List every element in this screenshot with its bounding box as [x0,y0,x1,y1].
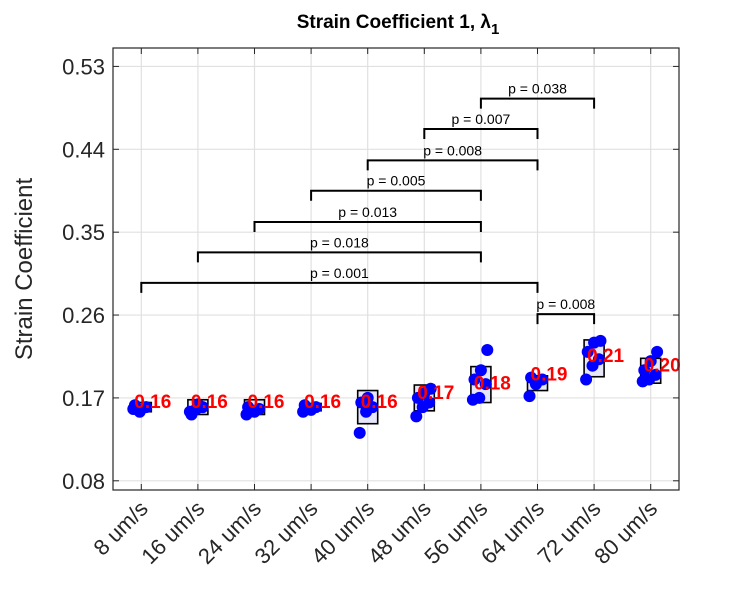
data-point [410,410,423,423]
x-tick-label: 80 um/s [589,496,662,569]
data-point [366,401,379,414]
data-point [479,378,492,391]
data-point [361,391,374,404]
chart-title-main: Strain Coefficient 1, λ [297,12,492,33]
p-value-label: p = 0.005 [367,173,426,189]
data-point [592,353,605,366]
p-value-label: p = 0.008 [536,296,595,312]
data-point [248,405,261,418]
p-value-label: p = 0.008 [423,142,482,158]
p-value-label: p = 0.001 [310,265,369,281]
data-point [353,426,366,439]
data-point [649,368,662,381]
chart-title-subscript: 1 [491,21,499,38]
data-point [474,364,487,377]
p-value-label: p = 0.018 [310,234,369,250]
significance-bracket [196,251,482,263]
p-value-label: p = 0.038 [508,81,567,97]
data-point [305,403,318,416]
y-tick-label: 0.08 [62,469,105,494]
y-axis-label: Strain Coefficient [11,178,38,361]
data-point [424,382,437,395]
data-point [580,373,593,386]
mean-label: 0.17 [417,383,454,404]
mean-label: 0.20 [644,355,681,376]
data-point [525,371,538,384]
data-point [468,373,481,386]
significance-bracket [536,313,596,325]
p-value-label: p = 0.013 [338,204,397,220]
data-point [473,391,486,404]
data-point [423,396,436,409]
significance-bracket [140,281,539,293]
mean-labels: 0.16 0.16 0.16 0.16 0.16 0.17 0.18 0.19 0.21 0.20 [134,346,680,413]
significance-bracket [479,97,596,109]
chart-title: Strain Coefficient 1, λ1 [297,12,500,38]
data-point [638,364,651,377]
mean-label: 0.21 [587,346,624,367]
data-point [191,398,204,411]
y-tick-labels: 0.08 0.17 0.26 0.35 0.44 0.53 [62,54,679,494]
data-point [651,345,664,358]
mean-label: 0.16 [248,392,285,413]
y-tick-label: 0.35 [62,220,105,245]
data-point [644,355,657,368]
y-tick-label: 0.53 [62,54,105,79]
grid-lines [113,48,679,490]
significance-bracket [423,128,539,140]
axes-frame [112,47,680,491]
data-point [185,408,198,421]
data-point [536,373,549,386]
mean-label: 0.19 [531,365,568,386]
data-point [594,334,607,347]
y-tick-label: 0.44 [62,137,105,162]
significance-brackets: p = 0.001 p = 0.018 p = 0.013 p = 0.005 p = … [140,81,596,325]
data-point [523,390,536,403]
significance-bracket [310,189,482,201]
significance-bracket [366,159,539,171]
mean-label: 0.16 [134,392,171,413]
y-tick-label: 0.17 [62,386,105,411]
data-points [127,334,664,439]
mean-label: 0.18 [474,374,511,395]
mean-label: 0.16 [191,392,228,413]
significance-bracket [253,221,482,233]
data-point [481,344,494,357]
data-point [128,399,141,412]
mean-label: 0.16 [361,392,398,413]
y-tick-label: 0.26 [62,303,105,328]
mean-label: 0.16 [304,392,341,413]
data-point [140,401,153,414]
p-value-label: p = 0.007 [452,111,511,127]
data-point [581,345,594,358]
